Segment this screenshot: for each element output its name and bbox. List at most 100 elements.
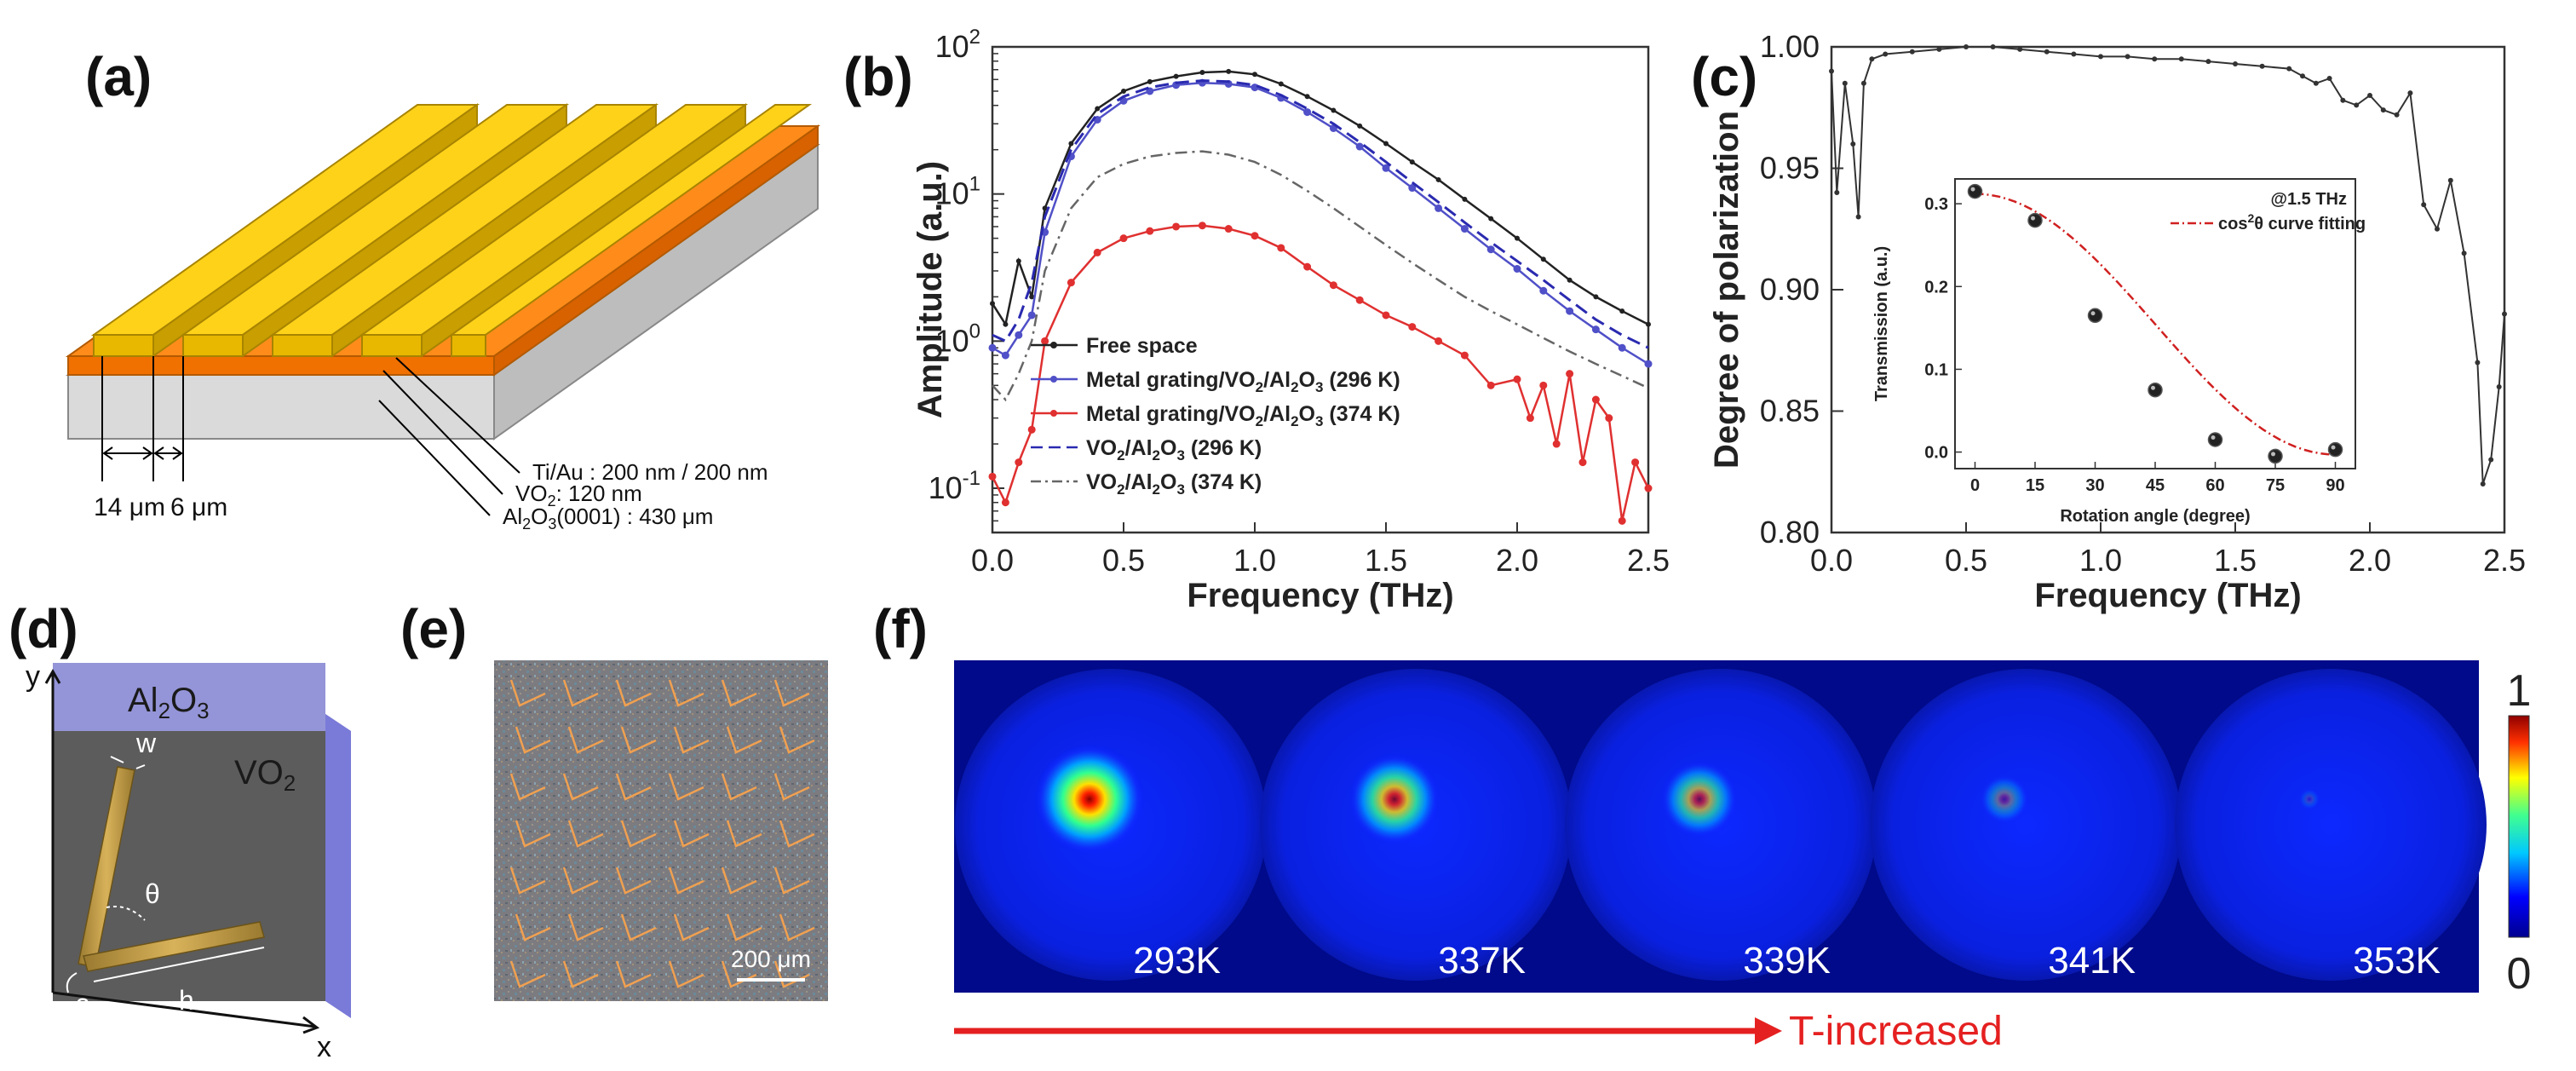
chart-b-data-point bbox=[1147, 78, 1153, 84]
antenna-pattern bbox=[721, 773, 757, 801]
chart-b-data-point bbox=[1015, 258, 1021, 264]
inset-data-point bbox=[1967, 183, 1983, 199]
label-vo2: VO2 bbox=[234, 754, 296, 796]
chart-c-ytick-label: 0.90 bbox=[1760, 272, 1820, 307]
beam-profiles: 293K 337K 339K 341K 353K bbox=[955, 669, 2487, 982]
antenna-pattern bbox=[726, 913, 762, 941]
antenna-pattern bbox=[668, 960, 704, 988]
antenna-pattern bbox=[668, 679, 704, 707]
antenna-pattern bbox=[515, 820, 551, 848]
inset-data-point bbox=[2268, 448, 2283, 464]
antenna-pattern bbox=[673, 726, 710, 754]
inset-legend: cos2θ curve fitting bbox=[2171, 211, 2366, 233]
chart-b-data-point bbox=[1003, 321, 1009, 327]
metal-strip bbox=[180, 103, 570, 358]
chart-c-data-point bbox=[1829, 68, 1834, 74]
chart-c-series bbox=[1829, 44, 2507, 487]
chart-c-data-point bbox=[2480, 481, 2486, 487]
antenna-pattern bbox=[673, 913, 710, 941]
antenna-pattern bbox=[515, 913, 551, 941]
inset-xtick-label: 30 bbox=[2085, 476, 2104, 495]
chart-c-data-point bbox=[2259, 63, 2265, 69]
beam-temperature-label: 339K bbox=[1743, 940, 1831, 982]
axis-y-label: y bbox=[26, 660, 40, 693]
chart-b-data-point bbox=[1357, 123, 1363, 129]
inset-ylabel: Transmission (a.u.) bbox=[1872, 246, 1891, 401]
chart-b-data-point bbox=[1331, 107, 1337, 113]
chart-b-data-point bbox=[1304, 94, 1310, 100]
antenna-pattern bbox=[668, 773, 704, 801]
antenna-pattern bbox=[620, 913, 657, 941]
chart-b-data-point bbox=[1644, 484, 1653, 492]
antenna-pattern bbox=[620, 820, 657, 848]
chart-b-data-point bbox=[1198, 222, 1206, 230]
h-measure-line bbox=[93, 947, 265, 982]
chart-b-ytick-label: 101 bbox=[935, 173, 980, 211]
chart-b-data-point bbox=[1618, 516, 1626, 525]
antenna-array bbox=[509, 679, 815, 988]
vo2-layer-side bbox=[493, 124, 819, 377]
chart-b-data-point bbox=[1383, 141, 1389, 147]
chart-c-xtick-label: 2.0 bbox=[2349, 543, 2391, 578]
chart-b-xtick-label: 1.5 bbox=[1365, 543, 1407, 578]
chart-c-data-point bbox=[2475, 360, 2481, 366]
chart-b-data-point bbox=[1591, 325, 1600, 334]
antenna-rod-short bbox=[83, 921, 265, 972]
chart-b-data-point bbox=[1121, 88, 1126, 94]
chart-c-data-point bbox=[2286, 66, 2292, 72]
chart-c-data-point bbox=[1990, 44, 1996, 49]
antenna-pattern bbox=[567, 726, 604, 754]
chart-c-data-point bbox=[1964, 44, 1969, 49]
chart-c-xtick-label: 1.0 bbox=[2079, 543, 2122, 578]
chart-c-data-point bbox=[2421, 202, 2427, 208]
chart-b-ytick-label: 100 bbox=[935, 320, 980, 358]
antenna-pattern bbox=[773, 867, 810, 895]
antenna-pattern bbox=[562, 867, 599, 895]
chart-b-data-point bbox=[1539, 381, 1548, 389]
chart-b-series-line bbox=[992, 79, 1649, 349]
chart-b-data-point bbox=[1486, 381, 1495, 389]
beam-temperature-label: 341K bbox=[2048, 940, 2136, 982]
chart-c-data-point bbox=[2502, 311, 2507, 317]
chart-b-data-point bbox=[1224, 225, 1233, 233]
chart-b-data-point bbox=[1251, 232, 1259, 240]
chart-b-data-point bbox=[1513, 375, 1521, 383]
metal-strip bbox=[359, 103, 749, 358]
inset-xlabel: Rotation angle (degree) bbox=[2060, 507, 2250, 526]
chart-b-data-point bbox=[988, 343, 997, 352]
chart-b-data-point bbox=[1001, 351, 1009, 360]
colorbar-min-label: 0 bbox=[2507, 949, 2532, 999]
chart-b-data-point bbox=[1277, 244, 1285, 252]
chart-c-xlabel: Frequency (THz) bbox=[2034, 577, 2301, 614]
chart-b-data-point bbox=[1631, 458, 1640, 467]
x-axis-arrow bbox=[52, 991, 316, 1028]
chart-b-data-point bbox=[1303, 262, 1312, 271]
chart-b-data-point bbox=[1435, 204, 1443, 212]
chart-b-data-point bbox=[1618, 343, 1626, 352]
chart-b-data-point bbox=[1303, 108, 1312, 117]
chart-c-data-point bbox=[2313, 80, 2319, 86]
beam-spot bbox=[1660, 760, 1739, 838]
inset-data-point bbox=[2148, 382, 2163, 398]
chart-c-data-point bbox=[2447, 177, 2453, 183]
chart-b-data-point bbox=[990, 301, 995, 307]
chart-c-ytick-label: 0.85 bbox=[1760, 394, 1820, 429]
inset-xtick-label: 60 bbox=[2205, 476, 2224, 495]
chart-b-ytick-label: 102 bbox=[935, 26, 980, 64]
chart-b-data-point bbox=[1278, 81, 1284, 87]
inset-data-point bbox=[2207, 432, 2223, 447]
metal-strips bbox=[90, 103, 813, 358]
chart-b-data-point bbox=[1540, 256, 1546, 262]
chart-b-ticks: 0.0 0.5 1.0 1.5 2.0 2.5 10-1 100 101 102 bbox=[929, 26, 1670, 578]
inset-ytick-label: 0.0 bbox=[1924, 444, 1948, 463]
beam-temperature-label: 337K bbox=[1438, 940, 1526, 982]
chart-c-data-point bbox=[2461, 250, 2467, 256]
substrate-front bbox=[67, 374, 495, 440]
chart-b-data-point bbox=[1027, 311, 1036, 320]
chart-c-data-point bbox=[2044, 49, 2050, 55]
chart-b-data-point bbox=[1093, 248, 1101, 256]
al2o3-face bbox=[53, 663, 325, 731]
inset-xtick-label: 45 bbox=[2146, 476, 2165, 495]
chart-b-data-point bbox=[1539, 286, 1548, 295]
chart-c-data-point bbox=[1850, 141, 1856, 147]
